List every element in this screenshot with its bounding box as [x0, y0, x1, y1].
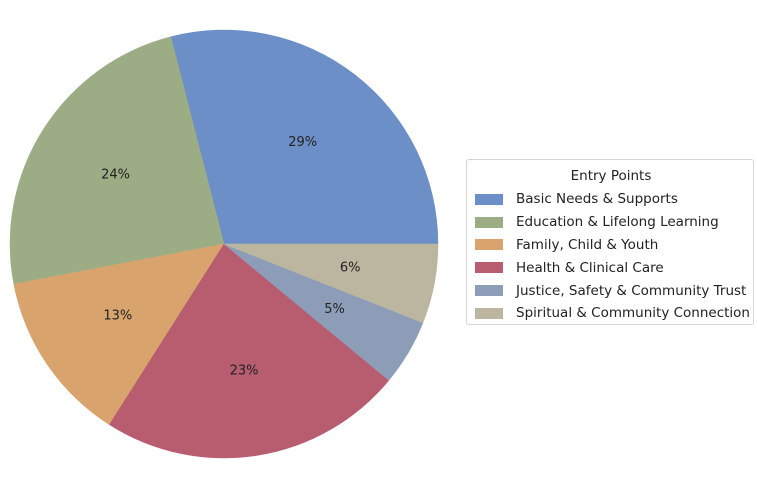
legend-label: Spiritual & Community Connection	[516, 305, 750, 322]
pie-slice	[170, 29, 439, 245]
legend-swatch	[475, 262, 503, 274]
legend: Entry Points Basic Needs & Supports Educa…	[466, 159, 754, 325]
pie-slice	[13, 243, 225, 426]
legend-label: Basic Needs & Supports	[516, 191, 678, 208]
legend-label: Family, Child & Youth	[516, 236, 659, 253]
legend-swatch	[475, 216, 503, 228]
legend-title: Entry Points	[570, 168, 652, 184]
slice-percent-label: 29%	[288, 135, 317, 150]
legend-item: Basic Needs & Supports	[475, 188, 747, 211]
legend-label: Justice, Safety & Community Trust	[516, 282, 747, 299]
legend-item: Justice, Safety & Community Trust	[475, 279, 747, 302]
legend-items: Basic Needs & Supports Education & Lifelo…	[475, 188, 750, 325]
legend-swatch	[475, 285, 503, 297]
legend-label: Health & Clinical Care	[516, 259, 664, 276]
slice-percent-label: 24%	[101, 168, 130, 183]
legend-item: Family, Child & Youth	[475, 234, 747, 257]
pie-slice	[9, 36, 225, 285]
slice-percent-label: 5%	[324, 302, 345, 317]
legend-item: Spiritual & Community Connection	[475, 302, 750, 325]
slice-percent-label: 6%	[340, 261, 361, 276]
pie-slice	[108, 243, 390, 459]
legend-item: Health & Clinical Care	[475, 256, 747, 279]
slice-percent-label: 23%	[230, 363, 259, 378]
legend-swatch	[475, 193, 503, 205]
legend-item: Education & Lifelong Learning	[475, 211, 747, 234]
legend-label: Education & Lifelong Learning	[516, 214, 719, 231]
legend-swatch	[475, 239, 503, 251]
legend-swatch	[475, 307, 503, 319]
slice-percent-label: 13%	[103, 309, 132, 324]
pie-slice	[223, 243, 439, 324]
